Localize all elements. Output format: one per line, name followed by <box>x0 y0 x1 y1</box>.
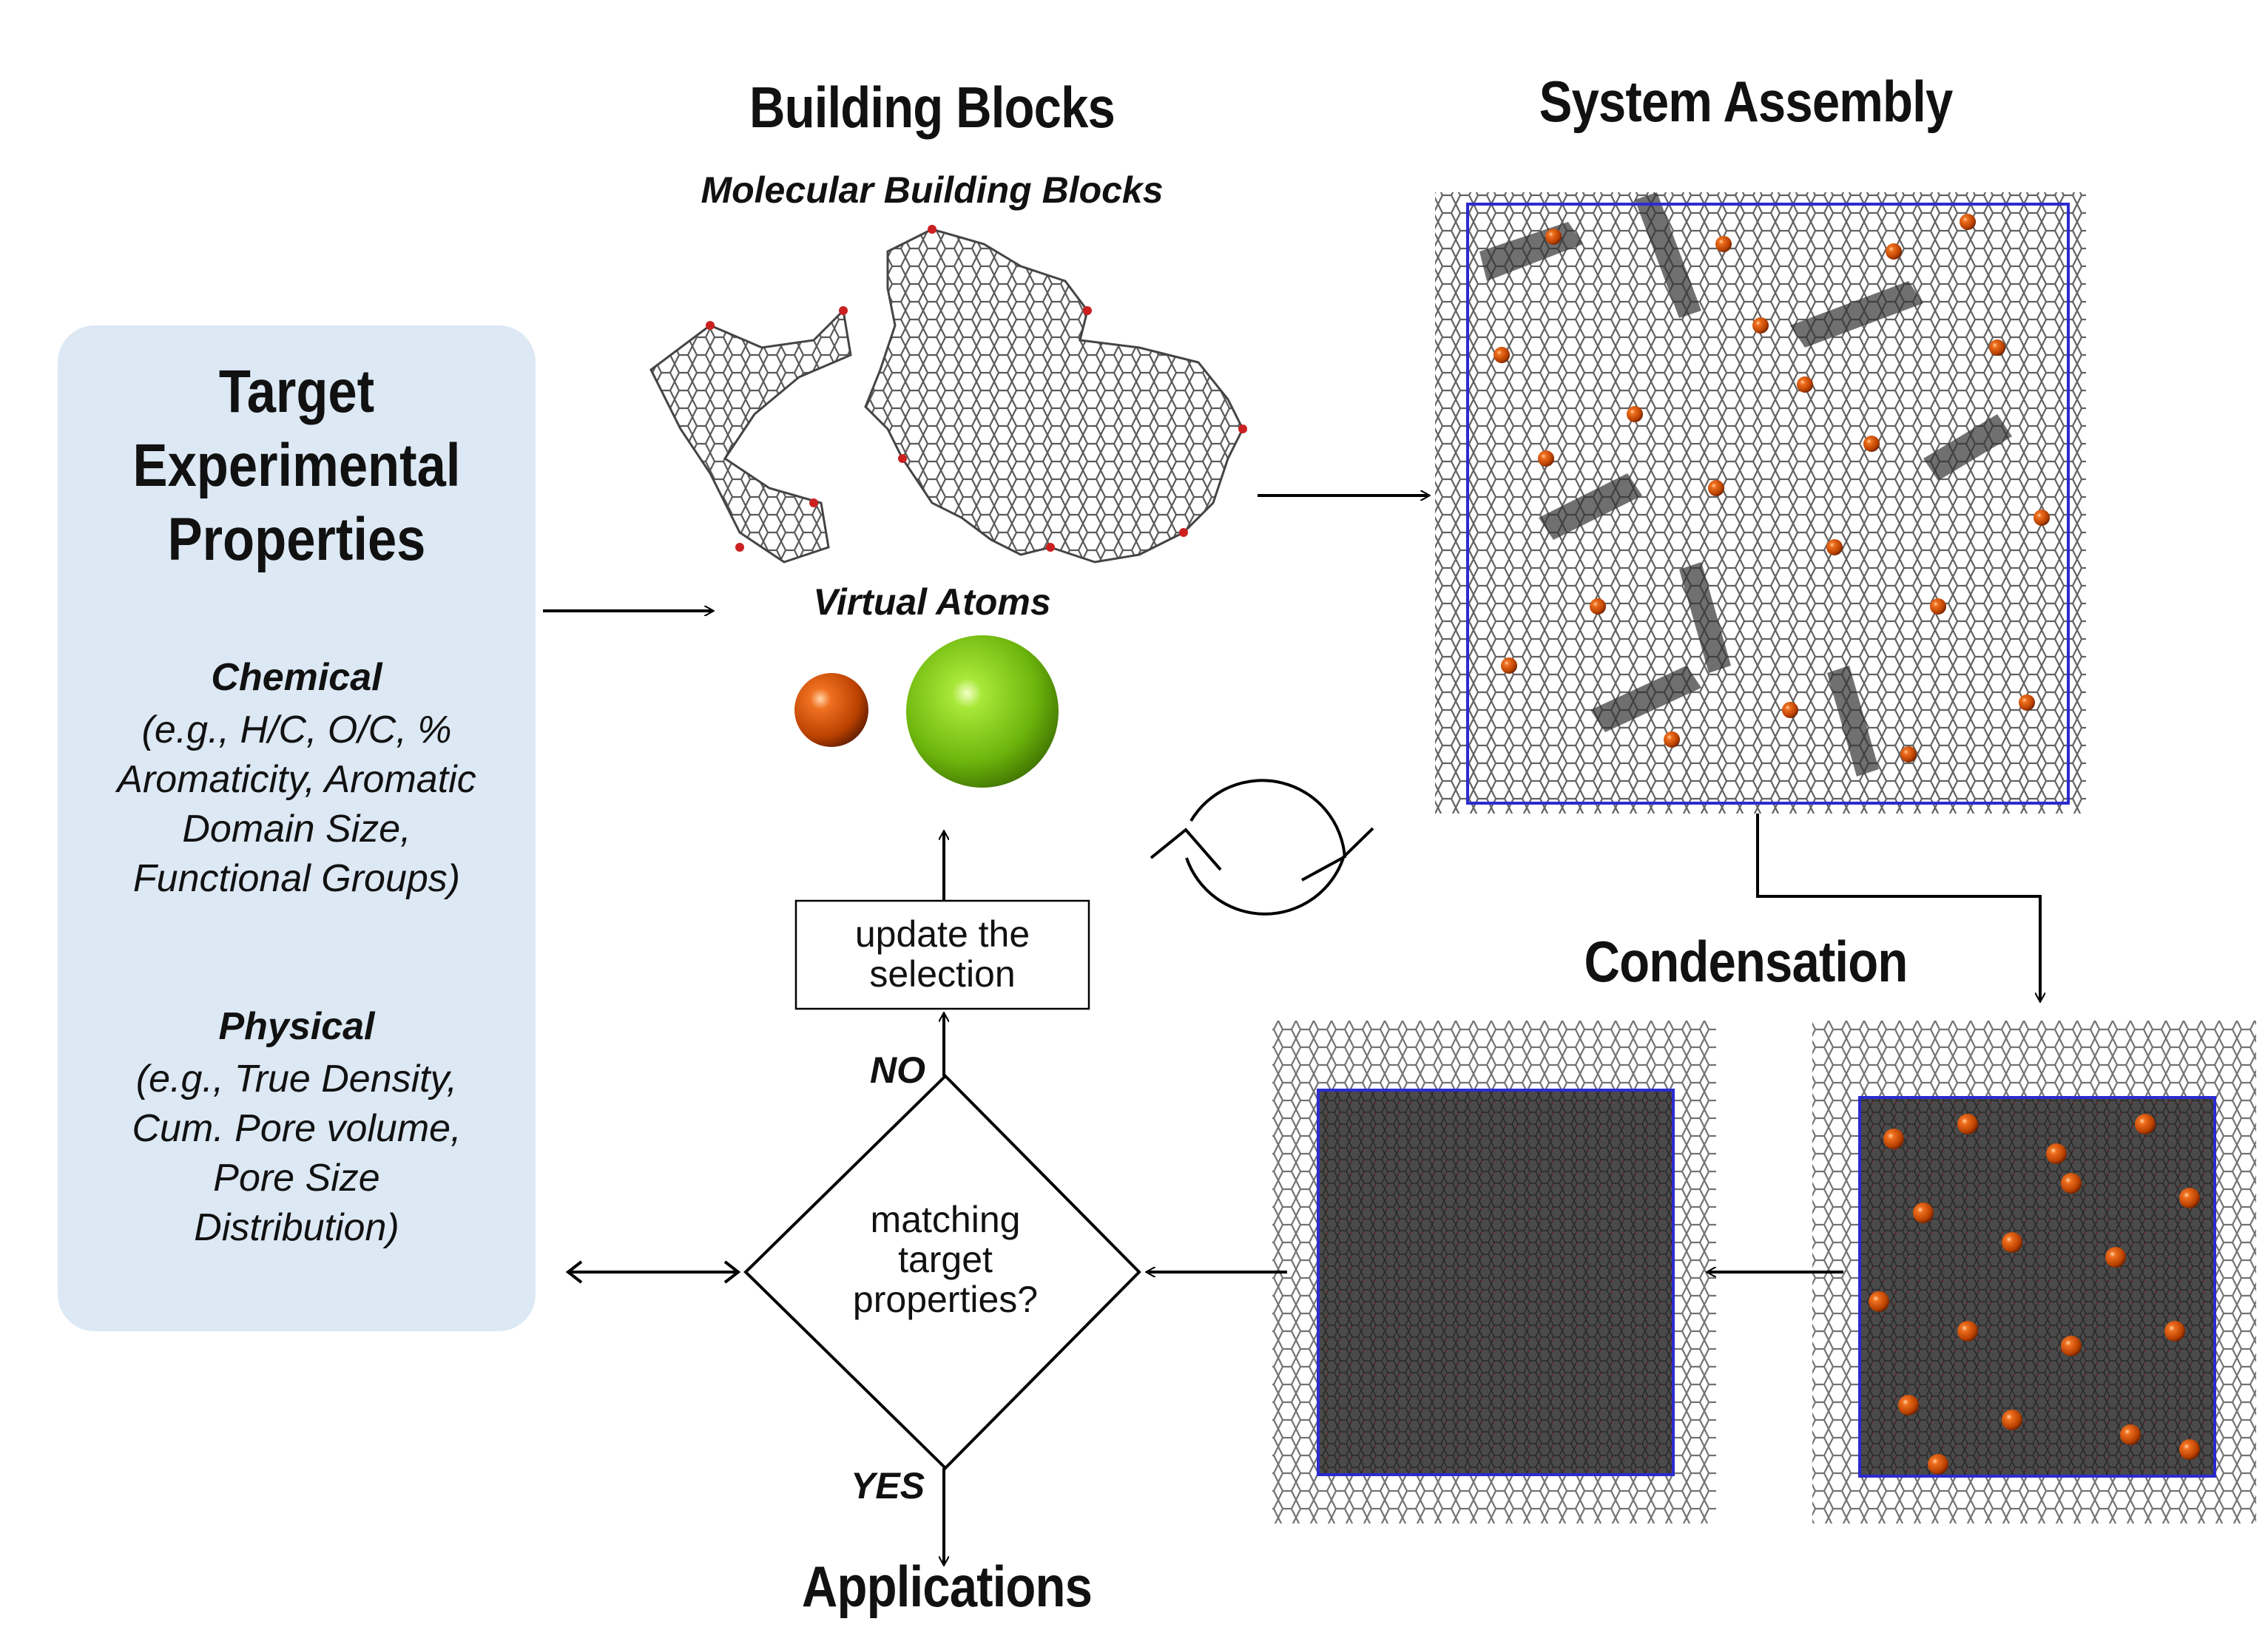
yes-label: YES <box>851 1465 925 1506</box>
condensed-system-with-virtual-atoms <box>1812 1021 2256 1523</box>
decision-line-3: properties? <box>852 1279 1039 1320</box>
target-title-line-2: Experimental <box>132 432 461 499</box>
decision-line-1: matching <box>870 1199 1021 1240</box>
chemical-heading: Chemical <box>211 656 382 699</box>
flow-arrows <box>543 496 2040 1563</box>
decision-text: matching target properties? <box>797 1200 1093 1319</box>
condensed-system-final <box>1272 1021 1716 1523</box>
chemical-line-2: Aromaticity, Aromatic <box>117 758 476 801</box>
physical-line-3: Pore Size <box>213 1157 380 1200</box>
system-assembly-simulation-box <box>1435 192 2086 814</box>
condensation-title: Condensation <box>1584 929 1908 994</box>
chemical-line-1: (e.g., H/C, O/C, % <box>141 708 452 751</box>
green-virtual-atom <box>906 635 1059 788</box>
physical-heading: Physical <box>218 1005 375 1048</box>
update-line-2: selection <box>869 953 1016 995</box>
target-properties-title: Target Experimental Properties <box>91 355 502 577</box>
molecular-building-blocks-label: Molecular Building Blocks <box>701 169 1164 211</box>
large-graphene-sheet-graphic <box>864 225 1247 564</box>
chemical-line-3: Domain Size, <box>182 808 411 850</box>
system-assembly-title: System Assembly <box>1539 69 1954 134</box>
chemical-details: (e.g., H/C, O/C, % Aromaticity, Aromatic… <box>58 706 536 904</box>
target-title-line-1: Target <box>218 358 375 425</box>
target-title-line-3: Properties <box>167 506 426 573</box>
double-arrow-panel-decision <box>565 1260 741 1284</box>
target-properties-panel: Target Experimental Properties Chemical … <box>58 325 536 1331</box>
update-selection-text: update the selection <box>796 914 1089 994</box>
orange-virtual-atom <box>794 673 868 747</box>
decision-line-2: target <box>898 1239 993 1280</box>
no-label: NO <box>870 1049 925 1091</box>
building-blocks-title: Building Blocks <box>749 75 1116 140</box>
physical-line-1: (e.g., True Density, <box>135 1058 458 1100</box>
arrow-assembly-to-condensation <box>1756 814 2040 1000</box>
update-selection-box <box>794 899 1090 1010</box>
update-line-1: update the <box>854 913 1030 955</box>
physical-line-2: Cum. Pore volume, <box>132 1107 462 1150</box>
chemical-line-4: Functional Groups) <box>132 857 461 900</box>
virtual-atoms-label: Virtual Atoms <box>813 581 1051 623</box>
small-molecule-graphic <box>649 306 852 564</box>
physical-details: (e.g., True Density, Cum. Pore volume, P… <box>58 1055 536 1253</box>
cycle-icon <box>1150 779 1374 916</box>
physical-line-4: Distribution) <box>194 1206 399 1249</box>
